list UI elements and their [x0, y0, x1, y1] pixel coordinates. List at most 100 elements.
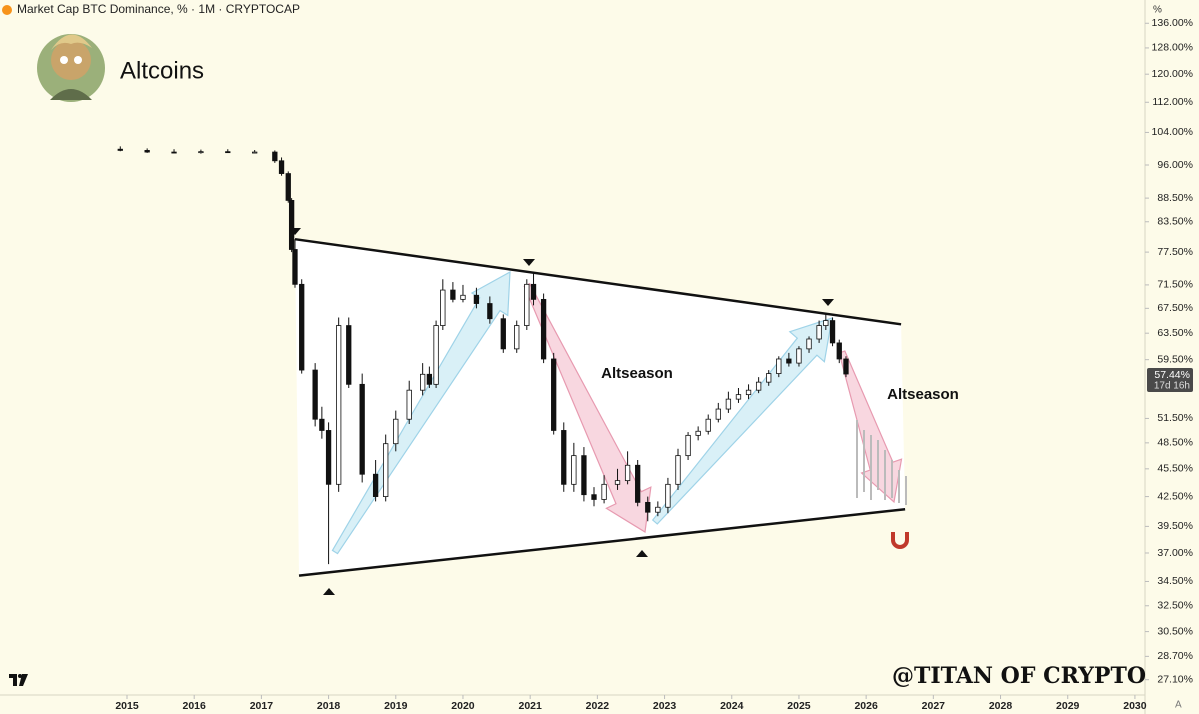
x-tick-label: 2024 — [720, 700, 744, 712]
candle-body — [655, 506, 661, 513]
candle-body — [816, 325, 822, 340]
y-tick-label: 104.00% — [1152, 126, 1193, 138]
candle-body — [843, 358, 849, 375]
trendline — [298, 507, 906, 577]
candle-body — [705, 418, 711, 432]
candle-body — [460, 294, 466, 300]
candle-body — [272, 151, 278, 162]
y-tick-label: 45.50% — [1157, 463, 1193, 475]
candle-body — [473, 294, 480, 304]
candle-body — [406, 389, 412, 420]
y-tick-label: 34.50% — [1157, 575, 1193, 587]
y-tick-label: 48.50% — [1157, 437, 1193, 449]
price-label-box — [1147, 368, 1193, 393]
candle-body — [252, 151, 258, 154]
candle-body — [426, 373, 433, 385]
candle-body — [645, 501, 651, 513]
candle-body — [433, 325, 439, 385]
candle-body — [624, 464, 631, 482]
tv-logo — [9, 674, 28, 686]
x-tick-label: 2025 — [787, 700, 811, 712]
x-tick-label: 2019 — [384, 700, 408, 712]
candle-body — [735, 394, 742, 400]
candle-body — [823, 320, 829, 326]
y-tick-label: 37.00% — [1157, 547, 1193, 559]
candle-body — [571, 455, 577, 485]
candle-body — [614, 480, 621, 485]
candle-body — [786, 358, 792, 364]
y-tick-label: 128.00% — [1152, 42, 1193, 54]
candle-body — [198, 151, 204, 154]
candle-body — [359, 383, 365, 475]
candle-body — [312, 369, 318, 420]
candle-body — [420, 373, 426, 391]
y-tick-label: 96.00% — [1157, 159, 1193, 171]
y-tick-label: 83.50% — [1157, 216, 1193, 228]
candle-body — [715, 408, 721, 420]
candle-body — [171, 151, 177, 154]
scale-mode[interactable]: A — [1175, 700, 1182, 711]
y-tick-label: 71.50% — [1157, 279, 1193, 291]
x-tick-label: 2027 — [922, 700, 946, 712]
candle-body — [292, 249, 298, 285]
candle-body — [393, 418, 399, 445]
x-tick-label: 2015 — [115, 700, 139, 712]
x-tick-label: 2023 — [653, 700, 677, 712]
y-tick-label: 51.50% — [1157, 412, 1193, 424]
avatar — [37, 34, 105, 102]
candle-body — [601, 483, 607, 500]
candle-body — [450, 289, 456, 300]
x-tick-label: 2026 — [854, 700, 878, 712]
candle-body — [530, 283, 537, 300]
candle-body — [319, 418, 325, 431]
candle-body — [591, 494, 597, 500]
candle-body — [561, 430, 567, 485]
candles — [117, 146, 849, 565]
candle-body — [288, 200, 295, 250]
candle-body — [325, 430, 332, 485]
y-tick-label: 67.50% — [1157, 302, 1193, 314]
watermark: @TITAN OF CRYPTO — [892, 663, 1146, 689]
annotation: Altseason — [887, 386, 959, 403]
candle-body — [725, 398, 732, 410]
candle-body — [695, 430, 701, 436]
candle-body — [285, 173, 291, 201]
candle-body — [635, 464, 641, 503]
plot-area — [117, 146, 906, 577]
candle-body — [278, 160, 285, 174]
candle-body — [487, 303, 493, 320]
magnet-icon — [891, 532, 909, 549]
y-tick-label: 42.50% — [1157, 490, 1193, 502]
candle-body — [806, 338, 812, 350]
y-tick-label: 63.50% — [1157, 327, 1193, 339]
candle-body — [117, 148, 123, 151]
y-tick-label: 39.50% — [1157, 520, 1193, 532]
candle-body — [755, 381, 762, 391]
y-tick-label: 120.00% — [1152, 68, 1193, 80]
candle-body — [336, 325, 342, 485]
chart-title: Market Cap BTC Dominance, % · 1M · CRYPT… — [17, 2, 300, 16]
pivot-markers — [289, 228, 834, 595]
candle-body — [551, 358, 557, 431]
chart-subtitle: Altcoins — [120, 57, 204, 84]
x-tick-label: 2016 — [183, 700, 207, 712]
countdown: 17d 16h — [1154, 381, 1190, 392]
y-tick-label: 136.00% — [1152, 17, 1193, 29]
candle-body — [440, 289, 446, 326]
candle-body — [581, 455, 587, 496]
candle-body — [540, 298, 547, 360]
y-tick-label: 59.50% — [1157, 353, 1193, 365]
x-tick-label: 2028 — [989, 700, 1013, 712]
candle-body — [836, 342, 842, 360]
candle-body — [685, 434, 691, 457]
trendline — [294, 237, 902, 326]
projection-bars — [856, 420, 907, 505]
y-tick-label: 112.00% — [1152, 96, 1193, 108]
price-label: 57.44% — [1154, 369, 1190, 381]
candle-body — [829, 320, 836, 344]
x-tick-label: 2017 — [250, 700, 274, 712]
annotation: Altseason — [601, 365, 673, 382]
candle-body — [514, 325, 520, 350]
candle-body — [665, 483, 671, 508]
